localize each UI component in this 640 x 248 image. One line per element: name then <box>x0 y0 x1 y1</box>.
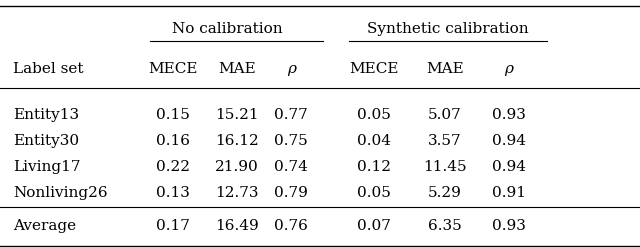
Text: 6.35: 6.35 <box>428 219 461 233</box>
Text: MAE: MAE <box>426 62 463 76</box>
Text: 3.57: 3.57 <box>428 134 461 148</box>
Text: 12.73: 12.73 <box>215 186 259 200</box>
Text: Entity30: Entity30 <box>13 134 79 148</box>
Text: 0.07: 0.07 <box>358 219 391 233</box>
Text: Synthetic calibration: Synthetic calibration <box>367 22 529 35</box>
Text: 5.29: 5.29 <box>428 186 461 200</box>
Text: 0.13: 0.13 <box>156 186 189 200</box>
Text: 0.94: 0.94 <box>492 160 526 174</box>
Text: 0.93: 0.93 <box>492 219 525 233</box>
Text: Label set: Label set <box>13 62 83 76</box>
Text: Living17: Living17 <box>13 160 80 174</box>
Text: 0.17: 0.17 <box>156 219 189 233</box>
Text: 16.12: 16.12 <box>215 134 259 148</box>
Text: 0.12: 0.12 <box>357 160 392 174</box>
Text: 0.16: 0.16 <box>156 134 190 148</box>
Text: 5.07: 5.07 <box>428 108 461 122</box>
Text: 0.04: 0.04 <box>357 134 392 148</box>
Text: MECE: MECE <box>349 62 399 76</box>
Text: 15.21: 15.21 <box>215 108 259 122</box>
Text: 0.93: 0.93 <box>492 108 525 122</box>
Text: 11.45: 11.45 <box>423 160 467 174</box>
Text: MECE: MECE <box>148 62 198 76</box>
Text: 0.76: 0.76 <box>275 219 308 233</box>
Text: 0.77: 0.77 <box>275 108 308 122</box>
Text: 0.79: 0.79 <box>275 186 308 200</box>
Text: 0.05: 0.05 <box>358 186 391 200</box>
Text: 21.90: 21.90 <box>215 160 259 174</box>
Text: 0.15: 0.15 <box>156 108 189 122</box>
Text: 0.75: 0.75 <box>275 134 308 148</box>
Text: No calibration: No calibration <box>172 22 282 35</box>
Text: Nonliving26: Nonliving26 <box>13 186 108 200</box>
Text: 0.91: 0.91 <box>492 186 526 200</box>
Text: 0.22: 0.22 <box>156 160 190 174</box>
Text: ρ: ρ <box>504 62 513 76</box>
Text: MAE: MAE <box>218 62 255 76</box>
Text: 0.74: 0.74 <box>275 160 308 174</box>
Text: 16.49: 16.49 <box>215 219 259 233</box>
Text: 0.05: 0.05 <box>358 108 391 122</box>
Text: 0.94: 0.94 <box>492 134 526 148</box>
Text: Average: Average <box>13 219 76 233</box>
Text: Entity13: Entity13 <box>13 108 79 122</box>
Text: ρ: ρ <box>287 62 296 76</box>
